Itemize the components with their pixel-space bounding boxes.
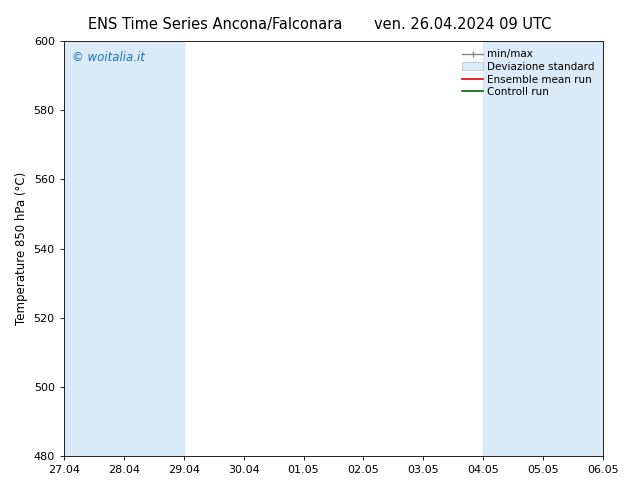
Bar [64,41,184,456]
Text: © woitalia.it: © woitalia.it [72,51,145,64]
Title: ENS Time Series Ancona/Falconara    ven. 26.04.2024 09 UTC: ENS Time Series Ancona/Falconara ven. 26… [0,489,1,490]
Y-axis label: Temperature 850 hPa (°C): Temperature 850 hPa (°C) [15,172,28,325]
Legend: min/max, Deviazione standard, Ensemble mean run, Controll run: min/max, Deviazione standard, Ensemble m… [458,45,599,101]
Text: ENS Time Series Ancona/Falconara: ENS Time Series Ancona/Falconara [88,17,343,32]
Text: ven. 26.04.2024 09 UTC: ven. 26.04.2024 09 UTC [374,17,552,32]
Bar [483,41,603,456]
